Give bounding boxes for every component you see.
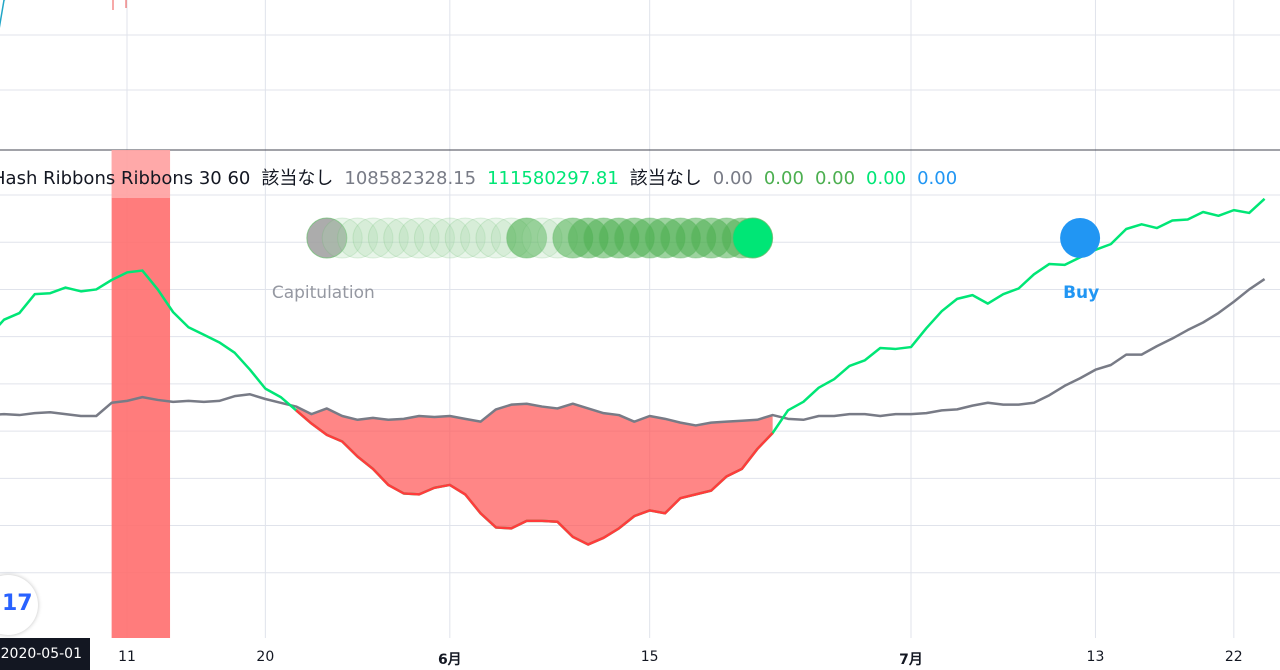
recovery-marker	[732, 217, 774, 259]
capitulation-fill	[296, 403, 773, 545]
x-tick-label: 22	[1224, 649, 1243, 665]
capitulation-label: Capitulation	[272, 283, 375, 303]
buy-signal-marker	[1060, 218, 1101, 258]
recovery-marker	[413, 217, 455, 259]
legend-value-5: 0.00	[917, 168, 958, 189]
x-tick-label: 6月	[437, 652, 462, 668]
legend-value-1: 0.00	[712, 168, 753, 189]
fast-ma-line-below	[295, 409, 774, 546]
capitulation-start-marker	[306, 217, 348, 259]
crosshair-date-badge: 2020-05-01	[0, 638, 90, 670]
recovery-marker	[398, 217, 440, 259]
recovery-marker	[367, 217, 409, 259]
top-pane	[0, 0, 127, 28]
recovery-marker	[506, 217, 548, 259]
x-axis[interactable]: 11 20 6月 15 7月 13 22	[0, 638, 1280, 670]
indicator-legend[interactable]: Hash Ribbons Ribbons 30 60 該当なし 10858232…	[0, 163, 957, 195]
legend-value-4: 0.00	[866, 168, 907, 189]
price-line	[0, 0, 6, 28]
legend-value-3: 0.00	[814, 168, 856, 189]
capitulation-band-header	[111, 150, 171, 198]
capitulation-fill-area	[296, 403, 773, 545]
legend-slow-value: 108582328.15	[344, 168, 477, 189]
x-tick-label: 11	[118, 649, 136, 665]
indicator-name[interactable]: Hash Ribbons Ribbons 30 60	[0, 168, 251, 189]
recovery-marker	[429, 217, 471, 259]
x-tick-label: 15	[640, 649, 659, 665]
signal-markers	[306, 217, 1101, 259]
grid	[0, 0, 1280, 638]
recovery-marker	[352, 217, 394, 259]
slow-ma-line	[0, 278, 1266, 427]
buy-label: Buy	[1063, 283, 1099, 303]
legend-na-1: 該当なし	[261, 168, 334, 189]
x-tick-label: 7月	[899, 652, 923, 668]
recovery-marker	[337, 217, 379, 259]
legend-value-2: 0.00	[763, 168, 804, 189]
recovery-marker	[444, 217, 486, 259]
recovery-marker	[460, 217, 502, 259]
capitulation-band	[111, 150, 171, 638]
recovery-marker	[383, 217, 425, 259]
legend-na-2: 該当なし	[629, 168, 702, 189]
legend-fast-value: 111580297.81	[487, 168, 619, 189]
recovery-marker	[321, 217, 363, 259]
ma-lines	[0, 197, 1266, 546]
x-tick-label: 20	[256, 649, 275, 665]
x-tick-label: 13	[1086, 649, 1105, 665]
